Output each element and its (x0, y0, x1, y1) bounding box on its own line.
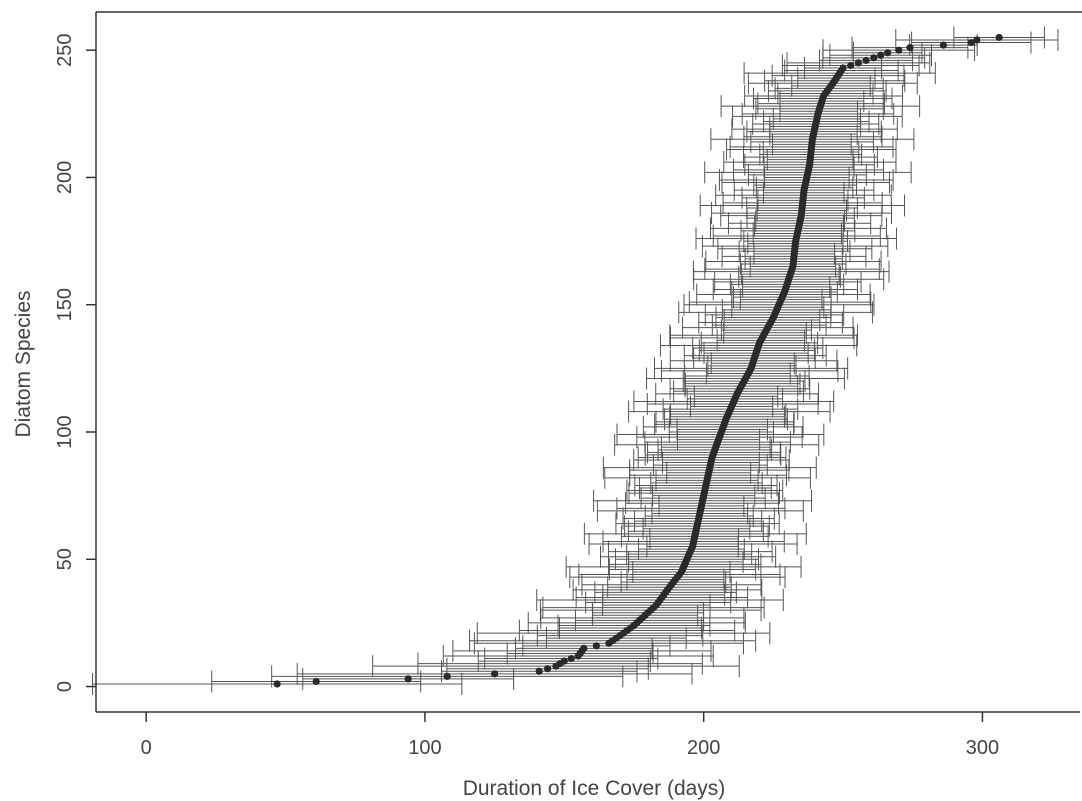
x-tick-label: 100 (408, 737, 441, 759)
species-optimum-point (895, 46, 903, 54)
species-optimum-point (592, 642, 600, 650)
species-optimum-point (939, 41, 948, 49)
species-optimum-point (854, 59, 862, 67)
x-tick-label: 300 (966, 737, 999, 759)
x-tick-label: 0 (141, 737, 152, 759)
species-optimum-point (906, 44, 914, 52)
y-tick-label: 100 (54, 415, 76, 448)
species-optimum-point (870, 54, 878, 62)
species-optimum-point (443, 672, 451, 680)
species-optimum-point (839, 64, 847, 72)
species-optimum-point (967, 38, 975, 47)
species-optimum-point (995, 33, 1003, 42)
species-optimum-point (847, 61, 855, 70)
species-optimum-point (884, 49, 892, 57)
species-optima (273, 33, 1003, 688)
species-optimum-point (560, 657, 568, 665)
species-optimum-point (580, 644, 588, 652)
species-optimum-point (535, 667, 543, 675)
species-optimum-point (491, 670, 499, 678)
y-tick-label: 50 (54, 548, 76, 570)
species-optimum-point (312, 677, 320, 686)
x-tick-label: 200 (687, 737, 720, 759)
y-tick-label: 0 (54, 681, 76, 692)
species-optimum-point (877, 51, 885, 59)
species-optimum-point (543, 665, 552, 673)
y-tick-label: 250 (54, 33, 76, 66)
species-optimum-point (862, 56, 870, 64)
species-optimum-point (973, 36, 981, 44)
species-optimum-point (273, 680, 281, 688)
y-tick-label: 150 (54, 288, 76, 321)
y-tick-label: 200 (54, 161, 76, 194)
species-optimum-point (404, 675, 412, 683)
species-optimum-point (567, 654, 575, 663)
x-axis-title: Duration of Ice Cover (days) (463, 777, 726, 800)
axes: 0 100 200 300 0 50 100 150 200 250 (54, 11, 1082, 759)
y-axis-title: Diatom Species (12, 290, 35, 437)
